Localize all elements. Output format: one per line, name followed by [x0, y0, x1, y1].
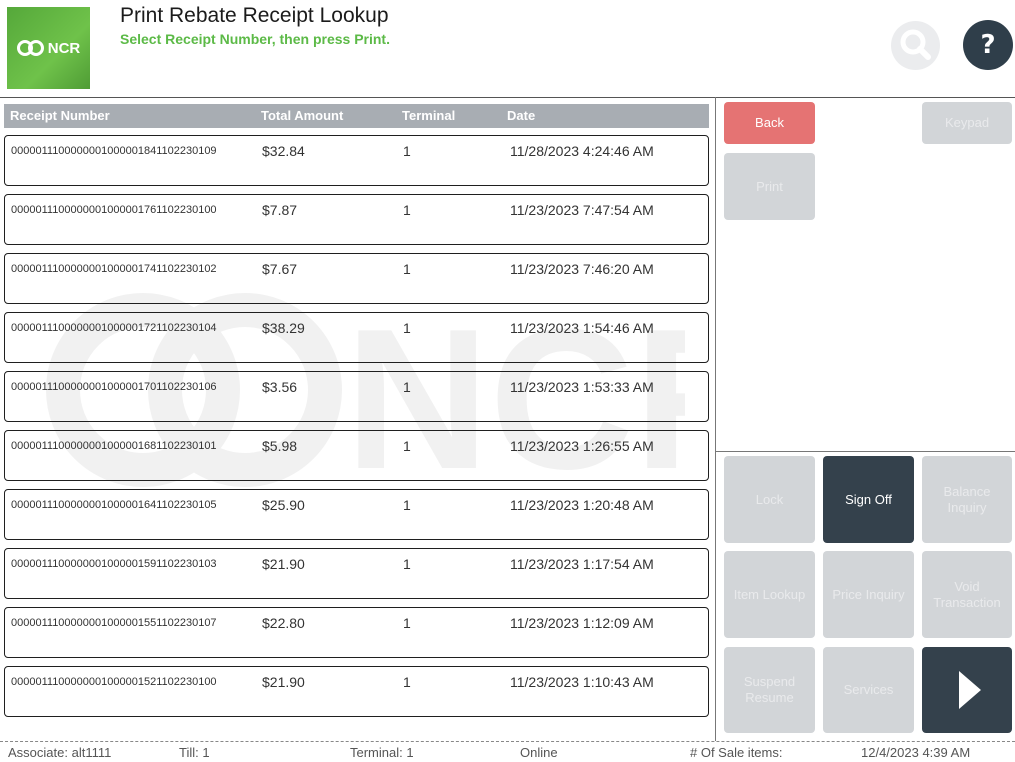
- receipt-row[interactable]: 0000011100000001000001681102230101 $5.98…: [4, 430, 709, 481]
- connection-status: Online: [520, 745, 558, 760]
- receipt-number: 0000011100000001000001721102230104: [11, 322, 217, 334]
- receipt-row[interactable]: 0000011100000001000001591102230103 $21.9…: [4, 548, 709, 599]
- receipt-number: 0000011100000001000001741102230102: [11, 263, 217, 275]
- receipt-number: 0000011100000001000001761102230100: [11, 204, 217, 216]
- receipt-row[interactable]: 0000011100000001000001641102230105 $25.9…: [4, 489, 709, 540]
- terminal-number: 1: [403, 615, 411, 631]
- ncr-logo: NCR: [7, 7, 90, 89]
- receipt-row[interactable]: 0000011100000001000001521102230100 $21.9…: [4, 666, 709, 717]
- receipt-row[interactable]: 0000011100000001000001701102230106 $3.56…: [4, 371, 709, 422]
- keypad-button[interactable]: Keypad: [922, 102, 1012, 144]
- logo-text: NCR: [47, 39, 81, 57]
- page-instructions: Select Receipt Number, then press Print.: [120, 31, 390, 47]
- total-amount: $21.90: [262, 556, 305, 572]
- receipt-date: 11/23/2023 7:47:54 AM: [510, 202, 654, 218]
- receipt-date: 11/23/2023 1:54:46 AM: [510, 320, 654, 336]
- search-icon: [900, 29, 931, 60]
- panel-divider: [715, 97, 716, 741]
- lock-button[interactable]: Lock: [724, 456, 815, 543]
- terminal-number: 1: [403, 438, 411, 454]
- terminal-number: 1: [403, 202, 411, 218]
- total-amount: $38.29: [262, 320, 305, 336]
- terminal-number: 1: [403, 674, 411, 690]
- receipt-date: 11/23/2023 1:53:33 AM: [510, 379, 654, 395]
- status-bar-divider: [0, 741, 1015, 742]
- services-button[interactable]: Services: [823, 647, 914, 733]
- terminal-number: 1: [403, 379, 411, 395]
- receipt-row[interactable]: 0000011100000001000001721102230104 $38.2…: [4, 312, 709, 363]
- receipt-number: 0000011100000001000001551102230107: [11, 617, 217, 629]
- next-page-button[interactable]: [922, 647, 1012, 733]
- receipt-date: 11/23/2023 1:17:54 AM: [510, 556, 654, 572]
- receipt-number: 0000011100000001000001681102230101: [11, 440, 217, 452]
- receipt-date: 11/23/2023 7:46:20 AM: [510, 261, 654, 277]
- balance-inquiry-button[interactable]: Balance Inquiry: [922, 456, 1012, 543]
- right-arrow-icon: [959, 671, 981, 709]
- total-amount: $7.67: [262, 261, 298, 277]
- receipt-table-header: Receipt Number Total Amount Terminal Dat…: [4, 104, 709, 128]
- receipt-number: 0000011100000001000001701102230106: [11, 381, 217, 393]
- header-divider: [0, 97, 1015, 98]
- receipt-date: 11/28/2023 4:24:46 AM: [510, 143, 654, 159]
- till-label: Till: 1: [179, 745, 210, 760]
- total-amount: $22.80: [262, 615, 305, 631]
- receipt-row[interactable]: 0000011100000001000001761102230100 $7.87…: [4, 194, 709, 245]
- sign-off-button[interactable]: Sign Off: [823, 456, 914, 543]
- column-header-receipt-number: Receipt Number: [10, 108, 110, 123]
- status-datetime: 12/4/2023 4:39 AM: [861, 745, 971, 760]
- price-inquiry-button[interactable]: Price Inquiry: [823, 551, 914, 638]
- terminal-number: 1: [403, 320, 411, 336]
- void-transaction-button[interactable]: Void Transaction: [922, 551, 1012, 638]
- print-button[interactable]: Print: [724, 153, 815, 220]
- total-amount: $7.87: [262, 202, 298, 218]
- receipt-row[interactable]: 0000011100000001000001841102230109 $32.8…: [4, 135, 709, 186]
- terminal-number: 1: [403, 497, 411, 513]
- total-amount: $3.56: [262, 379, 298, 395]
- receipt-number: 0000011100000001000001521102230100: [11, 676, 217, 688]
- ncr-rings-icon: [16, 40, 45, 56]
- receipt-number: 0000011100000001000001641102230105: [11, 499, 217, 511]
- receipt-date: 11/23/2023 1:26:55 AM: [510, 438, 654, 454]
- column-header-date: Date: [507, 108, 536, 123]
- search-button[interactable]: [891, 21, 940, 70]
- receipt-date: 11/23/2023 1:10:43 AM: [510, 674, 654, 690]
- suspend-resume-button[interactable]: Suspend Resume: [724, 647, 815, 733]
- total-amount: $21.90: [262, 674, 305, 690]
- total-amount: $32.84: [262, 143, 305, 159]
- receipt-list: 0000011100000001000001841102230109 $32.8…: [4, 135, 709, 725]
- total-amount: $5.98: [262, 438, 298, 454]
- sale-items-count: # Of Sale items:: [690, 745, 783, 760]
- help-button[interactable]: ?: [963, 20, 1013, 70]
- receipt-date: 11/23/2023 1:12:09 AM: [510, 615, 654, 631]
- help-icon: ?: [980, 30, 996, 60]
- item-lookup-button[interactable]: Item Lookup: [724, 551, 815, 638]
- receipt-number: 0000011100000001000001841102230109: [11, 145, 217, 157]
- associate-label: Associate: alt1111: [8, 745, 112, 760]
- terminal-number: 1: [403, 556, 411, 572]
- terminal-label: Terminal: 1: [350, 745, 414, 760]
- receipt-number: 0000011100000001000001591102230103: [11, 558, 217, 570]
- receipt-row[interactable]: 0000011100000001000001551102230107 $22.8…: [4, 607, 709, 658]
- page-title: Print Rebate Receipt Lookup: [120, 4, 389, 27]
- back-button[interactable]: Back: [724, 102, 815, 144]
- receipt-date: 11/23/2023 1:20:48 AM: [510, 497, 654, 513]
- column-header-terminal: Terminal: [402, 108, 456, 123]
- receipt-row[interactable]: 0000011100000001000001741102230102 $7.67…: [4, 253, 709, 304]
- column-header-total-amount: Total Amount: [261, 108, 344, 123]
- terminal-number: 1: [403, 143, 411, 159]
- right-panel-divider: [716, 451, 1015, 452]
- total-amount: $25.90: [262, 497, 305, 513]
- terminal-number: 1: [403, 261, 411, 277]
